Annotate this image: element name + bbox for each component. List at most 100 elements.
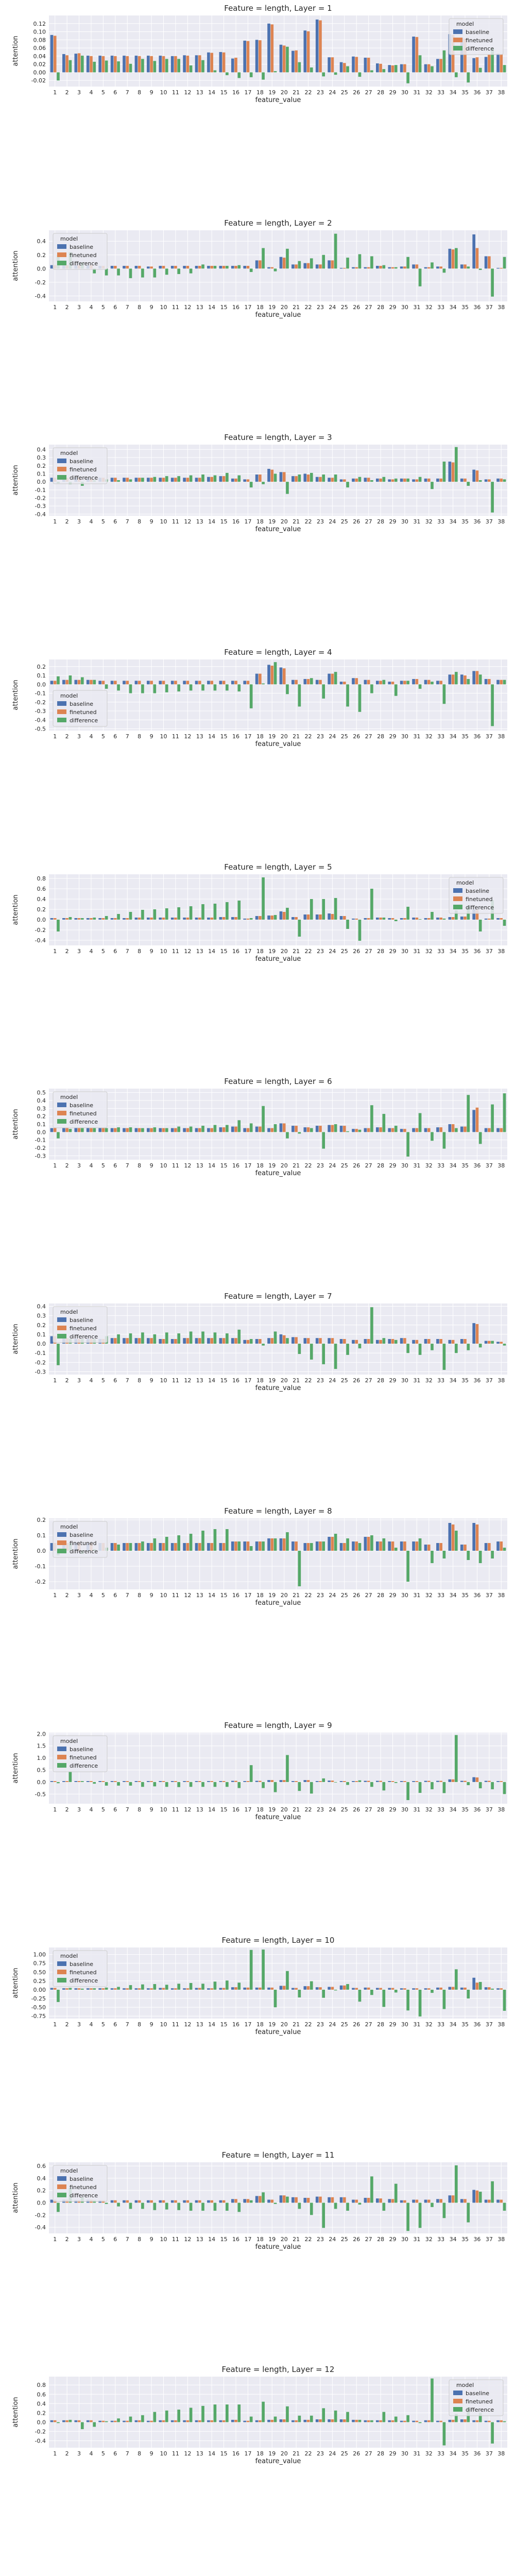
bar-baseline-24 xyxy=(328,1536,331,1551)
bar-baseline-15 xyxy=(219,2420,222,2422)
bar-baseline-26 xyxy=(352,56,355,73)
bar-difference-20 xyxy=(286,1532,289,1551)
bar-baseline-16 xyxy=(231,1338,234,1344)
x-axis-label: feature_value xyxy=(255,2243,301,2251)
bar-finetuned-31 xyxy=(415,479,419,482)
bar-baseline-25 xyxy=(339,479,343,482)
legend-label-difference: difference xyxy=(466,45,494,52)
y-tick-label: 0.0 xyxy=(37,1779,46,1786)
bar-difference-22 xyxy=(310,1981,313,1990)
y-axis-label: attention xyxy=(12,2182,20,2213)
bar-baseline-28 xyxy=(376,1127,379,1132)
bar-finetuned-18 xyxy=(259,2196,262,2203)
bar-difference-16 xyxy=(237,265,241,268)
x-tick-label: 30 xyxy=(401,1806,408,1813)
bar-baseline-14 xyxy=(207,477,210,482)
bar-finetuned-24 xyxy=(331,1781,334,1783)
bar-baseline-2 xyxy=(62,680,65,685)
y-tick-label: 0.4 xyxy=(37,896,46,903)
bar-baseline-13 xyxy=(195,2420,198,2422)
bar-baseline-7 xyxy=(123,918,126,920)
x-tick-label: 28 xyxy=(377,89,384,96)
y-axis-label: attention xyxy=(12,1109,20,1140)
x-tick-label: 28 xyxy=(377,1377,384,1384)
chart-layer-5: -0.4-0.20.00.20.40.60.81 2 3 4 5 6 7 8 9 10 11 12 13… xyxy=(12,862,507,963)
x-tick-label: 27 xyxy=(365,1377,372,1384)
bar-finetuned-20 xyxy=(282,1335,286,1344)
bar-baseline-10 xyxy=(159,2200,162,2203)
bar-difference-23 xyxy=(322,1541,325,1551)
bar-finetuned-15 xyxy=(222,1781,226,1783)
bar-finetuned-9 xyxy=(150,56,153,73)
x-tick-label: 13 xyxy=(196,948,203,955)
bar-finetuned-6 xyxy=(113,2200,117,2203)
bar-baseline-8 xyxy=(134,1988,138,1990)
bar-baseline-10 xyxy=(159,2420,162,2422)
bar-baseline-17 xyxy=(243,1340,247,1344)
bar-baseline-35 xyxy=(460,479,464,482)
bar-baseline-16 xyxy=(231,917,234,920)
bar-baseline-19 xyxy=(267,2199,270,2203)
bar-baseline-27 xyxy=(364,1987,367,1990)
bar-baseline-34 xyxy=(448,1340,452,1344)
bar-baseline-6 xyxy=(110,478,114,482)
legend-swatch-finetuned xyxy=(57,1755,67,1760)
x-tick-label: 3 xyxy=(77,1806,81,1813)
bar-difference-32 xyxy=(431,66,434,73)
bar-baseline-8 xyxy=(134,2420,138,2422)
bar-finetuned-3 xyxy=(77,1781,81,1783)
bar-baseline-17 xyxy=(243,1128,247,1132)
bar-difference-13 xyxy=(201,1126,204,1132)
bar-baseline-20 xyxy=(279,257,283,268)
bar-finetuned-22 xyxy=(306,679,310,685)
bar-baseline-26 xyxy=(352,1541,355,1551)
bar-difference-19 xyxy=(273,71,277,73)
bar-difference-23 xyxy=(322,1132,325,1149)
bar-difference-13 xyxy=(201,474,204,482)
bar-finetuned-27 xyxy=(367,1987,370,1990)
bar-finetuned-15 xyxy=(222,1127,226,1132)
bar-baseline-19 xyxy=(267,23,270,73)
bar-finetuned-19 xyxy=(270,267,274,268)
bar-baseline-27 xyxy=(364,918,367,920)
x-tick-label: 24 xyxy=(329,2236,336,2243)
x-tick-label: 28 xyxy=(377,2021,384,2028)
bar-finetuned-19 xyxy=(270,469,274,482)
x-tick-label: 9 xyxy=(150,1377,153,1384)
bar-baseline-25 xyxy=(339,1985,343,1990)
bar-finetuned-14 xyxy=(210,265,214,268)
bar-baseline-35 xyxy=(460,2419,464,2422)
bar-baseline-5 xyxy=(98,1781,101,1783)
x-tick-label: 14 xyxy=(208,1162,215,1169)
x-tick-label: 28 xyxy=(377,1592,384,1599)
legend-swatch-difference xyxy=(57,1548,67,1553)
bar-difference-16 xyxy=(237,2404,241,2422)
x-tick-label: 2 xyxy=(65,1806,69,1813)
y-tick-label: -0.3 xyxy=(35,708,46,715)
x-tick-label: 12 xyxy=(184,948,191,955)
bar-baseline-38 xyxy=(496,1128,500,1132)
legend-box xyxy=(449,2379,504,2416)
bar-baseline-15 xyxy=(219,1127,222,1132)
legend-title: model xyxy=(456,21,474,27)
bar-difference-6 xyxy=(117,268,120,276)
x-tick-label: 20 xyxy=(281,304,288,311)
x-tick-label: 37 xyxy=(486,89,493,96)
x-tick-label: 6 xyxy=(113,1162,117,1169)
bar-finetuned-22 xyxy=(306,1780,310,1783)
bar-finetuned-31 xyxy=(415,1128,419,1132)
bar-finetuned-38 xyxy=(500,54,503,73)
bar-baseline-10 xyxy=(159,1988,162,1990)
bar-baseline-2 xyxy=(62,1988,65,1990)
x-tick-label: 2 xyxy=(65,89,69,96)
bar-difference-1 xyxy=(57,2202,60,2212)
bar-baseline-33 xyxy=(436,266,439,268)
bar-difference-18 xyxy=(262,1106,265,1132)
x-tick-label: 17 xyxy=(244,1377,251,1384)
bar-finetuned-38 xyxy=(500,2199,503,2203)
x-tick-label: 30 xyxy=(401,518,408,525)
bar-finetuned-19 xyxy=(270,1987,274,1990)
x-tick-label: 34 xyxy=(450,948,457,955)
